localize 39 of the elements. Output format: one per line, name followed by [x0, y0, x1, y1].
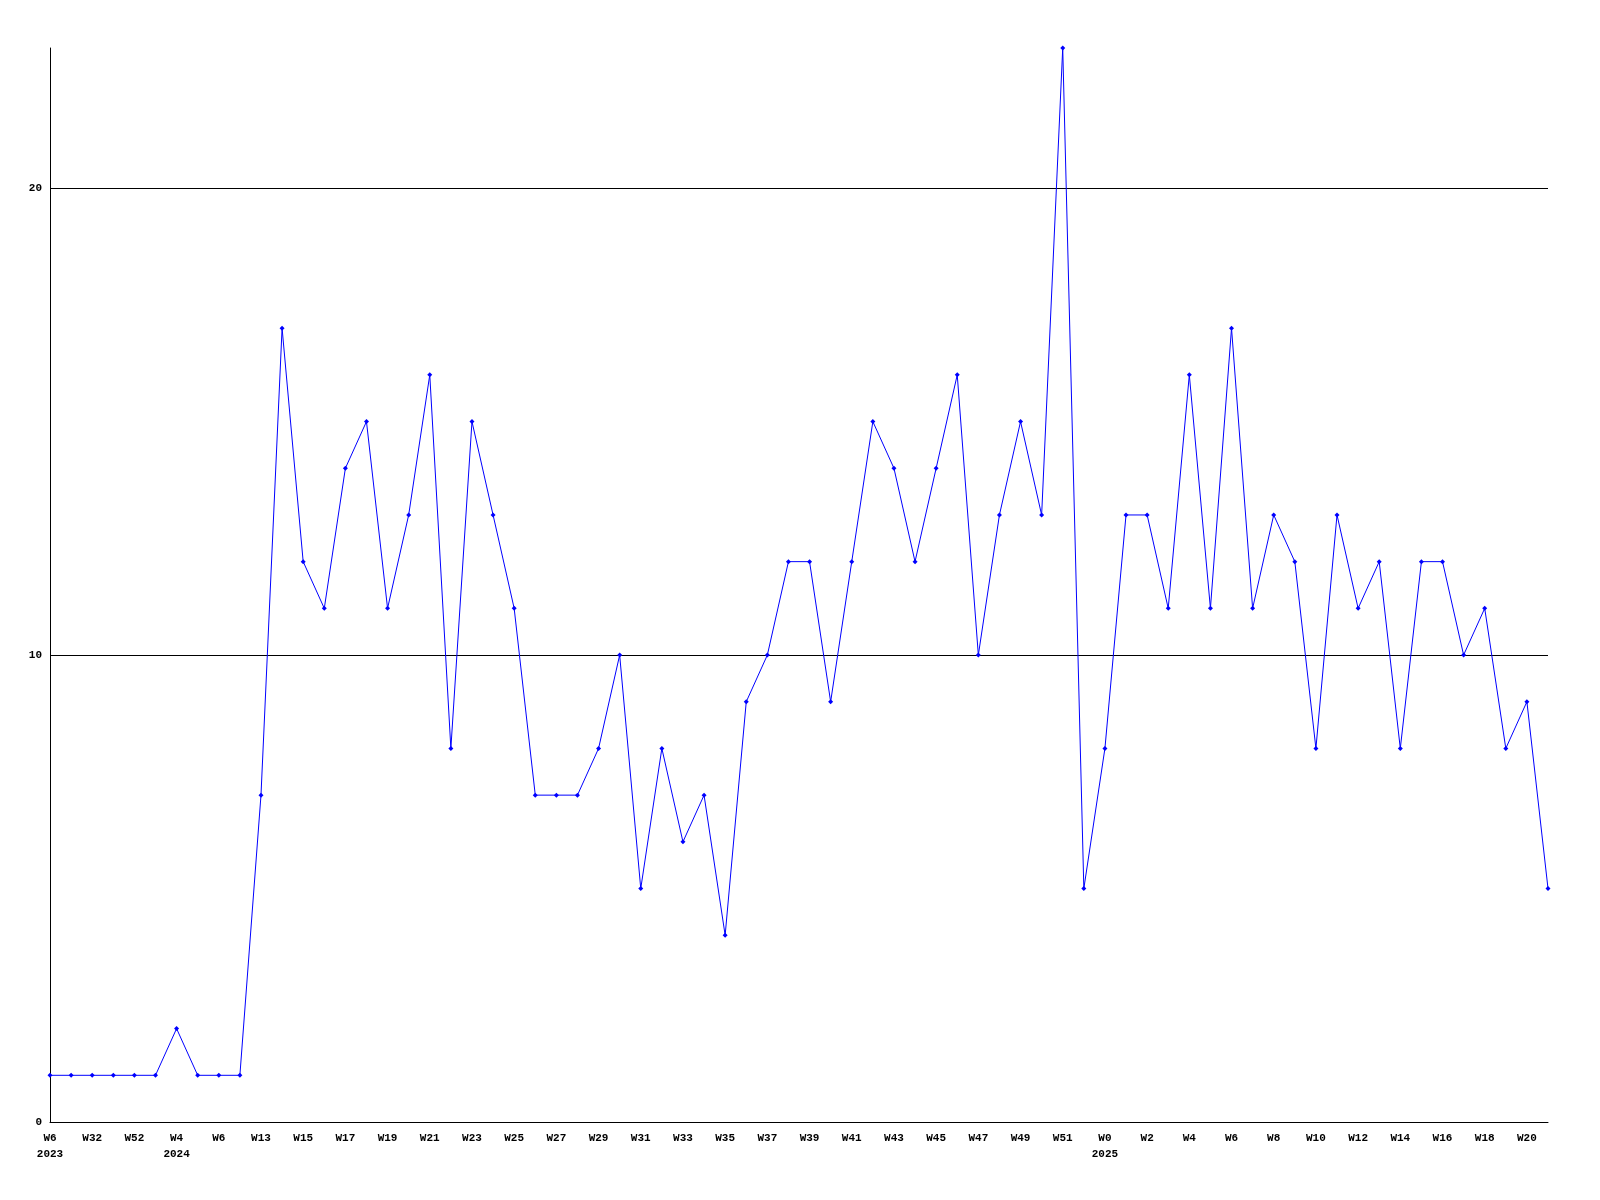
x-tick-label: W6	[1224, 1132, 1239, 1144]
x-tick-label: W35	[715, 1132, 736, 1144]
x-tick-label: W27	[546, 1132, 567, 1144]
x-tick-label: W19	[377, 1132, 398, 1144]
x-tick-label: W37	[757, 1132, 778, 1144]
y-tick-label: 0	[35, 1116, 42, 1128]
x-tick-label: W14	[1390, 1132, 1411, 1144]
x-tick-label: W12	[1348, 1132, 1369, 1144]
x-tick-label: W2	[1140, 1132, 1154, 1144]
x-tick-label: W17	[335, 1132, 356, 1144]
x-tick-label: W4 2024	[163, 1132, 191, 1160]
x-tick-label: W16	[1432, 1132, 1453, 1144]
x-tick-label: W6 2023	[36, 1132, 64, 1160]
x-tick-label: W15	[293, 1132, 314, 1144]
y-tick-label: 10	[28, 649, 42, 662]
x-tick-label: W25	[504, 1132, 525, 1144]
x-tick-label: W41	[841, 1132, 863, 1144]
x-tick-label: W39	[799, 1132, 820, 1144]
x-tick-label: W33	[673, 1132, 694, 1144]
x-tick-label: W52	[124, 1132, 145, 1144]
x-tick-label: W6	[212, 1132, 226, 1144]
x-tick-label: W32	[82, 1132, 103, 1144]
x-tick-label: W51	[1052, 1132, 1074, 1144]
x-tick-label: W13	[251, 1132, 272, 1144]
x-tick-label: W31	[630, 1132, 652, 1144]
x-tick-label: W10	[1306, 1132, 1326, 1144]
x-tick-label: W29	[588, 1132, 609, 1144]
x-tick-label: W20	[1517, 1132, 1537, 1144]
x-tick-label: W8	[1267, 1132, 1281, 1144]
x-tick-label: W21	[419, 1132, 441, 1144]
x-tick-label: W18	[1474, 1132, 1495, 1144]
x-tick-label: W43	[884, 1132, 905, 1144]
x-tick-label: W23	[462, 1132, 483, 1144]
x-tick-label: W47	[968, 1132, 989, 1144]
y-tick-label: 20	[28, 182, 42, 195]
x-tick-label: W4	[1182, 1132, 1197, 1144]
x-tick-label: W49	[1010, 1132, 1031, 1144]
x-tick-label: W45	[926, 1132, 947, 1144]
x-tick-label: W0 2025	[1091, 1132, 1119, 1160]
